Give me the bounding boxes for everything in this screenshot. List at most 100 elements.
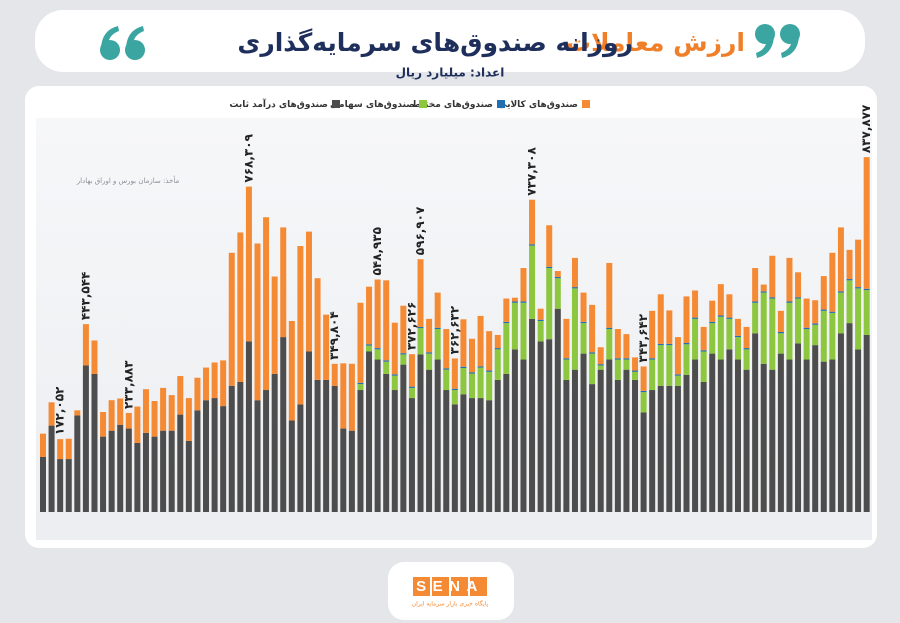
bar-segment xyxy=(692,359,699,512)
bar-segment xyxy=(632,370,639,372)
bar-segment xyxy=(563,359,570,380)
bar-segment xyxy=(366,351,373,512)
bar-segment xyxy=(520,268,527,302)
bar-segment xyxy=(537,319,544,321)
bar-segment xyxy=(108,400,115,431)
bar-segment xyxy=(743,326,750,349)
bar-segment xyxy=(640,366,647,391)
bar-segment xyxy=(632,357,639,371)
bar-segment xyxy=(374,349,381,360)
bar-segment xyxy=(752,268,759,302)
bar-segment xyxy=(426,352,433,354)
bar-segment xyxy=(486,400,493,512)
total-label: ۳۷۲,۶۲۶ xyxy=(404,302,418,351)
bar-segment xyxy=(477,366,484,368)
total-label: ۴۴۳,۵۴۴ xyxy=(78,272,92,321)
header-card xyxy=(35,10,865,72)
bar-segment xyxy=(692,317,699,319)
bar-segment xyxy=(494,379,501,512)
bar-segment xyxy=(709,323,716,354)
bar-segment xyxy=(855,288,862,350)
bar-segment xyxy=(134,442,141,512)
bar-segment xyxy=(185,440,192,512)
bar-segment xyxy=(486,331,493,371)
bar-segment xyxy=(614,358,621,360)
bar-segment xyxy=(451,404,458,512)
bar-segment xyxy=(408,398,415,512)
bar-segment xyxy=(40,433,46,457)
bar-segment xyxy=(571,288,578,370)
bar-segment xyxy=(391,390,398,512)
bar-segment xyxy=(477,367,484,399)
bar-segment xyxy=(520,301,527,303)
total-label: ۳۴۳,۶۴۲ xyxy=(636,313,650,362)
bar-segment xyxy=(760,291,767,293)
bar-segment xyxy=(649,390,656,512)
bar-segment xyxy=(752,302,759,334)
logo-boxes xyxy=(413,577,487,596)
bar-segment xyxy=(846,279,853,281)
bar-segment xyxy=(726,349,733,512)
bar-segment xyxy=(700,351,707,382)
bar-segment xyxy=(443,368,450,370)
bar-segment xyxy=(657,345,664,386)
bar-segment xyxy=(357,390,364,512)
bar-segment xyxy=(777,332,784,334)
bar-segment xyxy=(520,359,527,512)
bar-segment xyxy=(640,392,647,413)
bar-segment xyxy=(426,318,433,353)
bar-segment xyxy=(486,370,493,372)
bar-segment xyxy=(211,362,218,399)
bar-segment xyxy=(477,398,484,512)
bar-segment xyxy=(203,400,210,512)
bar-segment xyxy=(863,334,870,512)
bar-segment xyxy=(263,390,270,512)
bar-segment xyxy=(743,348,750,350)
bar-segment xyxy=(769,255,776,298)
bar-segment xyxy=(331,385,338,512)
bar-segment xyxy=(142,389,149,433)
total-label: ۷۳۷,۳۰۸ xyxy=(525,147,539,196)
bar-segment xyxy=(125,428,132,512)
bar-segment xyxy=(734,318,741,336)
bar-segment xyxy=(863,290,870,335)
bar-segment xyxy=(777,333,784,354)
bar-segment xyxy=(683,343,690,345)
bar-segment xyxy=(434,329,441,360)
legend-swatch xyxy=(582,100,590,108)
bar-segment xyxy=(863,157,870,289)
bar-segment xyxy=(228,385,235,512)
bar-segment xyxy=(203,367,210,401)
bar-segment xyxy=(846,323,853,512)
bar-segment xyxy=(657,343,664,346)
bar-segment xyxy=(649,310,656,359)
bar-segment xyxy=(537,308,544,320)
bar-segment xyxy=(589,353,596,385)
bar-segment xyxy=(245,186,252,342)
bar-segment xyxy=(726,317,733,319)
bar-segment xyxy=(563,358,570,360)
bar-segment xyxy=(503,323,510,374)
bar-segment xyxy=(125,412,132,429)
bar-segment xyxy=(700,350,707,352)
total-label: ۸۳۷,۸۷۷ xyxy=(859,104,873,153)
bar-segment xyxy=(717,284,724,316)
bar-segment xyxy=(366,344,373,346)
bar-segment xyxy=(623,358,630,360)
bar-segment xyxy=(391,374,398,376)
bar-segment xyxy=(674,337,681,375)
bar-segment xyxy=(177,414,184,512)
bar-segment xyxy=(314,379,321,512)
bar-segment xyxy=(48,425,55,512)
bar-segment xyxy=(254,243,261,401)
bar-segment xyxy=(443,369,450,391)
bar-segment xyxy=(263,217,270,391)
bar-segment xyxy=(649,359,656,391)
bar-segment xyxy=(820,276,827,310)
total-label: ۲۳۳,۸۸۳ xyxy=(121,360,135,409)
quote-right xyxy=(755,24,800,58)
bar-segment xyxy=(803,298,810,328)
bar-segment xyxy=(760,363,767,512)
